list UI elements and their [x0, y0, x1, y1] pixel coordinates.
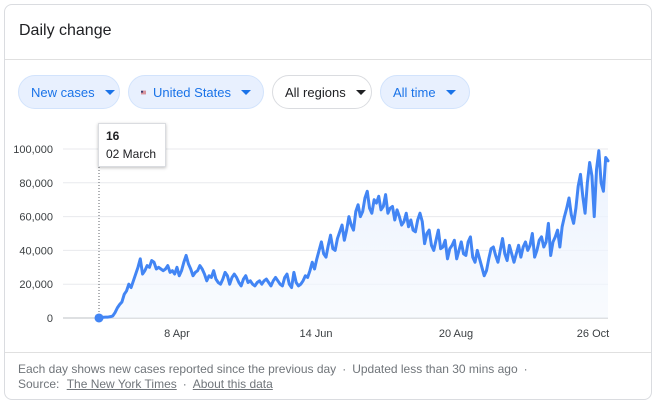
country-dropdown[interactable]: United States [128, 75, 264, 109]
country-dropdown-label: United States [152, 84, 231, 100]
card-header: Daily change [5, 5, 651, 60]
y-tick-label: 100,000 [13, 144, 53, 156]
footer-updated: Updated less than 30 mins ago [352, 362, 518, 376]
caret-down-icon [104, 89, 115, 95]
daily-cases-chart[interactable]: 100,000 80,000 60,000 40,000 20,000 0 8 Apr 14… [5, 121, 652, 351]
x-tick-label: 8 Apr [164, 328, 190, 340]
caret-down-icon [241, 89, 251, 95]
chart-footer: Each day shows new cases reported since … [5, 352, 651, 392]
footer-line-1: Each day shows new cases reported since … [18, 362, 528, 376]
y-tick-label: 20,000 [19, 279, 53, 291]
y-tick-label: 0 [47, 313, 53, 325]
card-title: Daily change [19, 22, 112, 39]
us-flag-icon [141, 90, 146, 94]
about-data-link[interactable]: About this data [192, 377, 273, 391]
x-tick-label: 26 Oct [577, 328, 609, 340]
x-tick-label: 14 Jun [299, 328, 332, 340]
caret-down-icon [355, 89, 366, 95]
y-axis-labels: 100,000 80,000 60,000 40,000 20,000 0 [13, 144, 53, 325]
x-tick-label: 20 Aug [439, 328, 473, 340]
source-link[interactable]: The New York Times [66, 377, 177, 391]
y-tick-label: 80,000 [19, 178, 53, 190]
y-tick-label: 60,000 [19, 212, 53, 224]
daily-change-card: Daily change New cases United States All… [4, 4, 652, 400]
time-range-dropdown-label: All time [393, 84, 436, 100]
region-dropdown[interactable]: All regions [272, 75, 372, 109]
chart-tooltip: 16 02 March [98, 123, 166, 167]
metric-dropdown[interactable]: New cases [18, 75, 120, 109]
footer-note: Each day shows new cases reported since … [18, 362, 337, 376]
x-axis-labels: 8 Apr 14 Jun 20 Aug 26 Oct [164, 328, 609, 340]
tooltip-value: 16 [106, 129, 120, 143]
time-range-dropdown[interactable]: All time [380, 75, 470, 109]
footer-source-label: Source: [18, 377, 60, 391]
y-tick-label: 40,000 [19, 245, 53, 257]
tooltip-date: 02 March [106, 147, 157, 161]
footer-line-2: Source: The New York Times · About this da… [18, 377, 273, 391]
region-dropdown-label: All regions [285, 84, 346, 100]
highlight-point [94, 313, 104, 323]
caret-down-icon [445, 89, 456, 95]
metric-dropdown-label: New cases [31, 84, 95, 100]
series-line [97, 149, 610, 320]
